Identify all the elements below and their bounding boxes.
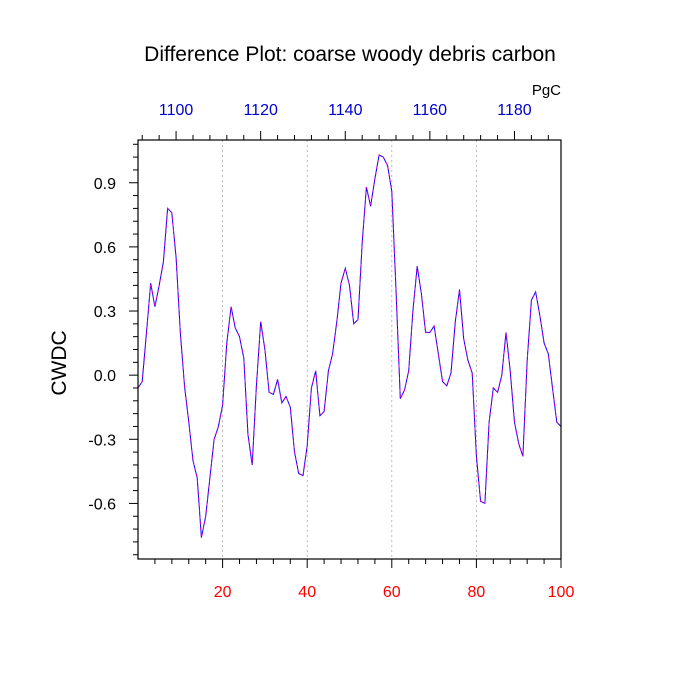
axis-ticks xyxy=(129,131,562,568)
x-tick-label: 100 xyxy=(548,584,575,601)
chart-title: Difference Plot: coarse woody debris car… xyxy=(144,43,556,66)
y-tick-label: -0.6 xyxy=(88,496,116,513)
series-line xyxy=(137,154,562,538)
tick-labels: 20 40 60 80 100 1100 1120 1140 1160 1180 0.9 0.6 0.3… xyxy=(88,102,574,601)
gridlines xyxy=(222,140,477,559)
x-tick-label: 20 xyxy=(214,584,232,601)
x-tick-label: 40 xyxy=(298,584,316,601)
y-tick-label: 0.9 xyxy=(94,176,116,193)
top-tick-label: 1120 xyxy=(243,102,278,119)
y-axis-label: CWDC xyxy=(48,330,71,395)
y-tick-label: 0.0 xyxy=(94,368,116,385)
top-tick-label: 1160 xyxy=(413,102,448,119)
plot-frame xyxy=(137,139,562,560)
series-line xyxy=(137,154,562,538)
y-tick-label: 0.3 xyxy=(94,304,116,321)
x-tick-label: 80 xyxy=(468,584,486,601)
top-tick-label: 1140 xyxy=(328,102,363,119)
y-tick-label: -0.3 xyxy=(88,432,116,449)
top-axis-unit: PgC xyxy=(532,82,561,99)
series-lines xyxy=(137,154,562,538)
y-tick-label: 0.6 xyxy=(94,240,116,257)
top-tick-label: 1100 xyxy=(159,102,194,119)
top-tick-label: 1180 xyxy=(497,102,532,119)
x-tick-label: 60 xyxy=(383,584,401,601)
